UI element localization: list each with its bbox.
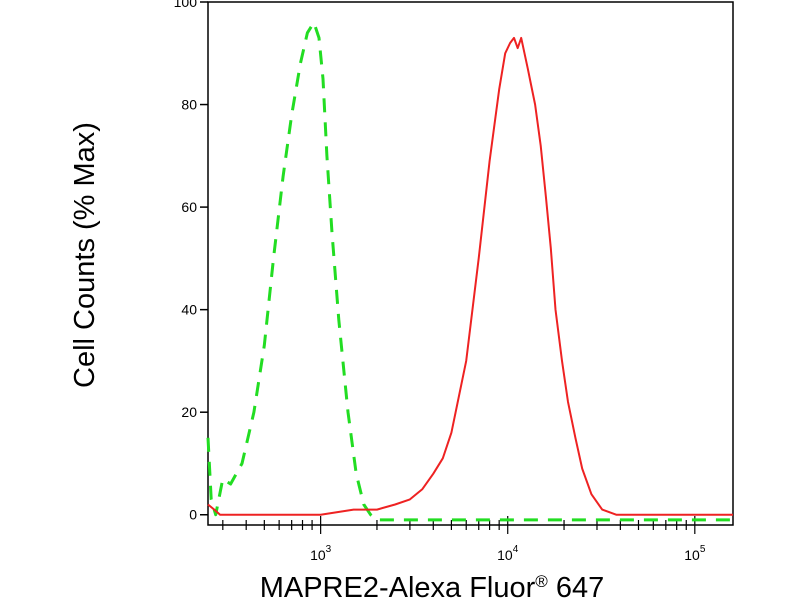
series-line-1	[206, 21, 733, 522]
plot-series	[206, 21, 733, 522]
x-axis-title-prefix: MAPRE2-Alexa Fluor	[260, 572, 536, 600]
x-tick-label-base: 10	[684, 547, 700, 563]
series-line-2	[207, 36, 733, 516]
axes	[200, 1, 734, 534]
x-tick-label-exponent: 3	[326, 544, 332, 555]
x-tick-label-base: 10	[497, 547, 513, 563]
y-tick-label: 80	[181, 97, 197, 113]
x-tick-label-exponent: 4	[513, 544, 519, 555]
plot-frame	[207, 1, 734, 526]
y-axis-title: Cell Counts (% Max)	[69, 122, 101, 388]
x-tick-label: 104	[497, 544, 519, 563]
x-tick-label: 103	[310, 544, 332, 563]
y-tick-label: 20	[181, 404, 197, 420]
y-tick-label: 40	[181, 302, 197, 318]
x-tick-label-base: 10	[310, 547, 326, 563]
y-tick-label: 100	[174, 0, 198, 10]
y-tick-label: 0	[189, 507, 197, 523]
x-axis-title-suffix: 647	[548, 572, 604, 600]
y-tick-label: 60	[181, 199, 197, 215]
x-tick-label: 105	[684, 544, 706, 563]
x-axis-title: MAPRE2-Alexa Fluor® 647	[260, 572, 605, 600]
x-tick-label-exponent: 5	[700, 544, 706, 555]
x-axis-title-registered-mark: ®	[535, 572, 548, 591]
